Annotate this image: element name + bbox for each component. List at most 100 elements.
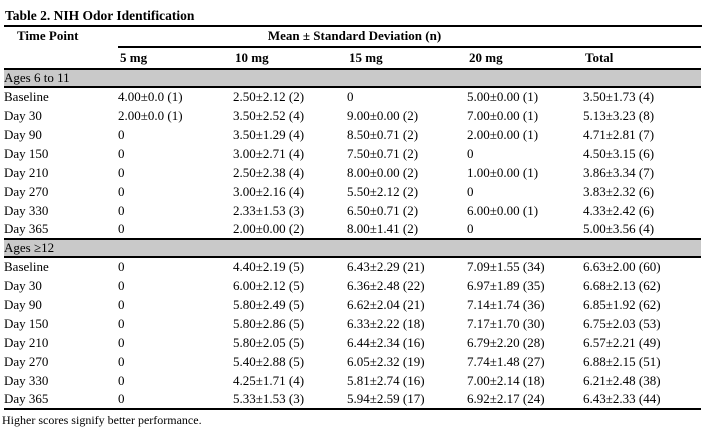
value-cell: 3.50±1.73 (4) (583, 89, 655, 104)
value-cell: 5.80±2.49 (5) (233, 296, 305, 312)
value-cell: 2.33±1.53 (3) (233, 202, 305, 218)
value-cell: 7.74±1.48 (27) (467, 353, 545, 369)
column-header-spacer (4, 47, 118, 69)
value-cell: 6.79±2.20 (28) (467, 334, 545, 350)
time-point-cell: Day 150 (4, 145, 49, 161)
value-cell: 4.71±2.81 (7) (583, 126, 655, 142)
value-cell: 2.50±2.12 (2) (233, 89, 305, 104)
value-cell: 5.80±2.86 (5) (233, 315, 305, 331)
value-cell: 3.86±3.34 (7) (583, 164, 655, 180)
value-cell: 7.09±1.55 (34) (467, 259, 545, 274)
time-point-cell: Baseline (4, 259, 49, 274)
value-cell: 2.00±0.00 (2) (233, 221, 305, 236)
time-point-cell: Day 330 (4, 372, 49, 388)
value-cell: 6.05±2.32 (19) (347, 353, 425, 369)
section-header-row: Ages ≥12 (4, 238, 702, 258)
value-cell: 7.50±0.71 (2) (347, 145, 419, 161)
value-cell: 6.85±1.92 (62) (583, 296, 661, 312)
table-row: Day 330 0 4.25±1.71 (4) 5.81±2.74 (16) 7.00±… (4, 371, 701, 390)
column-header-15-mg: 15 mg (349, 50, 383, 65)
value-cell: 6.63±2.00 (60) (583, 259, 661, 274)
value-cell: 0 (467, 145, 474, 161)
column-header-20-mg: 20 mg (469, 50, 503, 65)
table-row: Day 90 0 5.80±2.49 (5) 6.62±2.04 (21) 7.14±1… (4, 295, 701, 314)
value-cell: 8.00±0.00 (2) (347, 164, 419, 180)
value-cell: 6.21±2.48 (38) (583, 372, 661, 388)
time-point-cell: Day 30 (4, 277, 42, 293)
value-cell: 7.00±2.14 (18) (467, 372, 545, 388)
table-row: Day 30 2.00±0.0 (1) 3.50±2.52 (4) 9.00±0.00… (4, 106, 701, 125)
value-cell: 6.44±2.34 (16) (347, 334, 425, 350)
value-cell: 0 (467, 183, 474, 199)
column-header-time-point: Time Point (17, 28, 79, 43)
table-footnote: Higher scores signify better performance… (2, 413, 202, 427)
value-cell: 4.00±0.0 (1) (118, 89, 183, 104)
value-cell: 3.50±2.52 (4) (233, 107, 305, 123)
value-cell: 0 (118, 126, 125, 142)
value-cell: 6.92±2.17 (24) (467, 391, 545, 406)
value-cell: 0 (118, 221, 125, 236)
value-cell: 0 (118, 372, 125, 388)
table-row: Day 210 0 5.80±2.05 (5) 6.44±2.34 (16) 6.79±… (4, 333, 701, 352)
value-cell: 0 (118, 183, 125, 199)
table-row: Day 330 0 2.33±1.53 (3) 6.50±0.71 (2) 6.00±0… (4, 201, 701, 220)
value-cell: 0 (118, 277, 125, 293)
value-cell: 5.50±2.12 (2) (347, 183, 419, 199)
table-row: Day 365 0 2.00±0.00 (2) 8.00±1.41 (2) 0 5.00±… (4, 220, 701, 239)
table-row: Day 150 0 3.00±2.71 (4) 7.50±0.71 (2) 0 4.50±… (4, 144, 701, 163)
value-cell: 5.13±3.23 (8) (583, 107, 655, 123)
value-cell: 4.25±1.71 (4) (233, 372, 305, 388)
value-cell: 6.00±0.00 (1) (467, 202, 539, 218)
column-header-5-mg: 5 mg (120, 50, 148, 65)
value-cell: 3.00±2.71 (4) (233, 145, 305, 161)
value-cell: 5.94±2.59 (17) (347, 391, 425, 406)
value-cell: 4.50±3.15 (6) (583, 145, 655, 161)
time-point-cell: Day 150 (4, 315, 49, 331)
time-point-cell: Baseline (4, 89, 49, 104)
table-row: Day 210 0 2.50±2.38 (4) 8.00±0.00 (2) 1.00±0… (4, 163, 701, 182)
time-point-cell: Day 210 (4, 334, 49, 350)
table-row: Baseline 0 4.40±2.19 (5) 6.43±2.29 (21) 7.09… (4, 257, 701, 276)
value-cell: 6.88±2.15 (51) (583, 353, 661, 369)
value-cell: 8.50±0.71 (2) (347, 126, 419, 142)
value-cell: 0 (118, 334, 125, 350)
time-point-cell: Day 210 (4, 164, 49, 180)
value-cell: 4.40±2.19 (5) (233, 259, 305, 274)
value-cell: 0 (118, 145, 125, 161)
value-cell: 2.00±0.0 (1) (118, 107, 183, 123)
time-point-cell: Day 365 (4, 221, 49, 236)
value-cell: 8.00±1.41 (2) (347, 221, 419, 236)
time-point-cell: Day 90 (4, 296, 42, 312)
time-point-cell: Day 365 (4, 391, 49, 406)
time-point-cell: Day 330 (4, 202, 49, 218)
value-cell: 5.80±2.05 (5) (233, 334, 305, 350)
value-cell: 2.00±0.00 (1) (467, 126, 539, 142)
value-cell: 6.57±2.21 (49) (583, 334, 661, 350)
value-cell: 0 (347, 89, 354, 104)
section-header-row: Ages 6 to 11 (4, 68, 702, 88)
value-cell: 6.36±2.48 (22) (347, 277, 425, 293)
column-header-mean-sd: Mean ± Standard Deviation (n) (118, 27, 702, 48)
value-cell: 0 (118, 391, 125, 406)
value-cell: 6.75±2.03 (53) (583, 315, 661, 331)
value-cell: 0 (118, 259, 125, 274)
value-cell: 0 (118, 202, 125, 218)
table-title: Table 2. NIH Odor Identification (4, 6, 702, 27)
column-header-10-mg: 10 mg (235, 50, 269, 65)
value-cell: 0 (467, 221, 474, 236)
value-cell: 5.00±0.00 (1) (467, 89, 539, 104)
value-cell: 6.97±1.89 (35) (467, 277, 545, 293)
value-cell: 5.81±2.74 (16) (347, 372, 425, 388)
value-cell: 6.43±2.29 (21) (347, 259, 425, 274)
value-cell: 6.33±2.22 (18) (347, 315, 425, 331)
value-cell: 7.00±0.00 (1) (467, 107, 539, 123)
value-cell: 3.83±2.32 (6) (583, 183, 655, 199)
section-label: Ages 6 to 11 (4, 68, 702, 88)
value-cell: 0 (118, 296, 125, 312)
value-cell: 3.50±1.29 (4) (233, 126, 305, 142)
header-row-doses: 5 mg 10 mg 15 mg 20 mg Total (4, 47, 702, 69)
table-row: Day 270 0 3.00±2.16 (4) 5.50±2.12 (2) 0 3.83±… (4, 182, 701, 201)
data-table: Time Point Mean ± Standard Deviation (n)… (4, 27, 702, 410)
value-cell: 2.50±2.38 (4) (233, 164, 305, 180)
column-header-total: Total (585, 50, 614, 65)
